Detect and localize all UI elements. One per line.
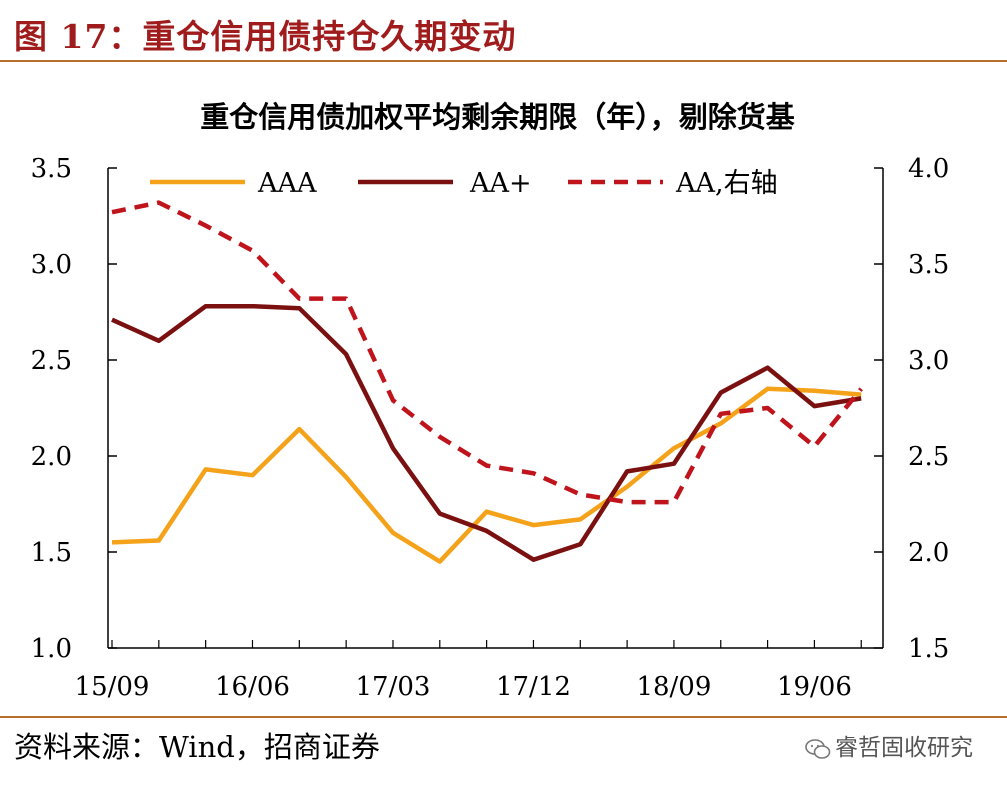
y-right-tick-label: 2.0: [908, 538, 949, 568]
y-left-tick-label: 1.0: [31, 634, 72, 664]
legend-label: AA,右轴: [675, 168, 778, 199]
chart-title: 重仓信用债加权平均剩余期限（年），剔除货基: [200, 100, 796, 134]
series-line-3: [111, 200, 863, 505]
y-left-tick-label: 2.5: [31, 346, 72, 376]
y-right-tick-label: 4.0: [908, 154, 949, 184]
x-tick-label: 15/09: [75, 672, 150, 702]
watermark-text: 睿哲固收研究: [835, 735, 973, 761]
legend-label: AAA: [257, 168, 317, 199]
line-chart: 重仓信用债加权平均剩余期限（年），剔除货基 1.0 1.5 2.0 2.5 3.0 3.5 1…: [31, 100, 950, 702]
x-tick-label: 19/06: [777, 672, 852, 702]
y-right-tick-label: 3.5: [908, 250, 949, 280]
source-note: 资料来源：Wind，招商证券: [14, 730, 380, 764]
y-right-tick-label: 2.5: [908, 442, 949, 472]
x-tick-label: 17/12: [496, 672, 571, 702]
y-left-tick-label: 2.0: [31, 442, 72, 472]
title-rule: [0, 60, 1007, 62]
y-right-tick-label: 1.5: [908, 634, 949, 664]
x-tick-label: 18/09: [636, 672, 711, 702]
y-left-tick-label: 3.0: [31, 250, 72, 280]
watermark: 睿哲固收研究: [805, 728, 973, 762]
series-line-1: [111, 386, 862, 564]
x-tick-label: 16/06: [215, 672, 290, 702]
y-right-tick-label: 3.0: [908, 346, 949, 376]
y-left-tick-label: 1.5: [31, 538, 72, 568]
figure-title: 图 17：重仓信用债持仓久期变动: [14, 17, 517, 56]
y-left-tick-label: 3.5: [31, 154, 72, 184]
source-rule: [0, 716, 1007, 718]
series-line-2: [111, 303, 862, 562]
wechat-icon: [805, 738, 831, 759]
x-tick-label: 17/03: [355, 672, 430, 702]
legend-label: AA+: [469, 168, 532, 199]
